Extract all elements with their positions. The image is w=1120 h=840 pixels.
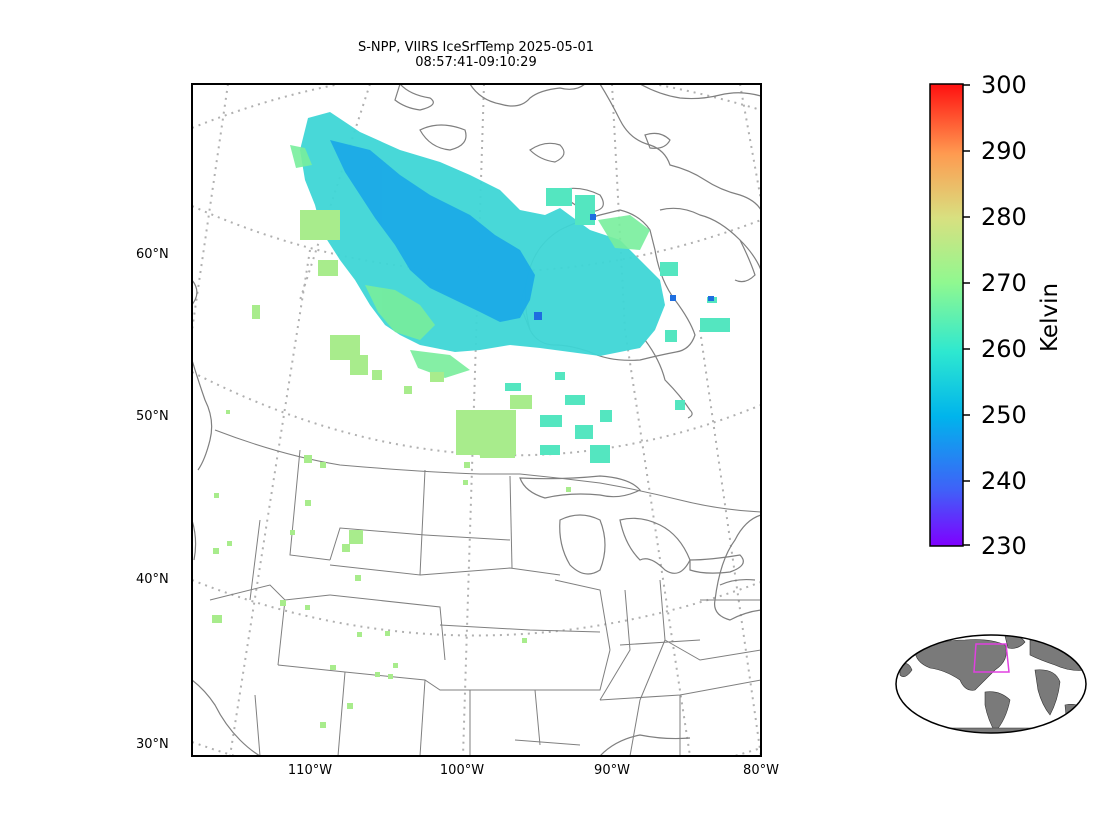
- antarctica-shape: [919, 727, 1061, 733]
- swath-yellowgreen: [212, 210, 571, 728]
- colorbar-tick-250: 250: [981, 401, 1027, 429]
- lat-label-40n: 40°N: [136, 572, 169, 587]
- globe-inset: [895, 634, 1087, 734]
- title-line-2: 08:57:41-09:10:29: [415, 55, 537, 70]
- colorbar-tick-270: 270: [981, 269, 1027, 297]
- colorbar-tick-290: 290: [981, 137, 1027, 165]
- colorbar-ticks: [963, 84, 970, 546]
- lon-label-100w: 100°W: [439, 763, 485, 778]
- australia-shape: [1064, 704, 1085, 718]
- colorbar-tick-280: 280: [981, 203, 1027, 231]
- swath-green-edge: [290, 145, 650, 378]
- parallel-40n: [192, 579, 761, 637]
- political-borders: [209, 429, 761, 756]
- meridian-80w-b: [699, 329, 761, 756]
- north-america-shape: [914, 639, 1007, 691]
- lat-label-50n: 50°N: [136, 409, 169, 424]
- south-america-shape: [984, 691, 1011, 733]
- swath-scatter: [505, 188, 730, 463]
- lon-label-110w: 110°W: [287, 763, 333, 778]
- ice-surface-temp-swath: [212, 112, 730, 728]
- colorbar-label: Kelvin: [1037, 282, 1063, 352]
- colorbar-gradient: [929, 83, 964, 547]
- map-panel: [192, 84, 761, 756]
- colorbar-tick-260: 260: [981, 335, 1027, 363]
- title-line-1: S-NPP, VIIRS IceSrfTemp 2025-05-01: [357, 40, 595, 55]
- meridian-110w-b: [229, 249, 311, 756]
- meridian-80w: [739, 84, 761, 201]
- colorbar-tick-230: 230: [981, 532, 1027, 560]
- swath-blue-core: [330, 140, 535, 322]
- lat-label-60n: 60°N: [136, 247, 169, 262]
- lon-label-80w: 80°W: [743, 763, 779, 778]
- colorbar: [929, 83, 970, 547]
- chart-title: S-NPP, VIIRS IceSrfTemp 2025-05-01 08:57…: [326, 40, 626, 70]
- lat-label-30n: 30°N: [136, 737, 169, 752]
- colorbar-tick-300: 300: [981, 71, 1027, 99]
- lon-label-90w: 90°W: [594, 763, 630, 778]
- colorbar-tick-240: 240: [981, 467, 1027, 495]
- locator-box: [973, 643, 1010, 673]
- swath-blue-spots: [534, 214, 714, 320]
- map-frame: [191, 83, 762, 757]
- africa-shape: [1034, 669, 1061, 716]
